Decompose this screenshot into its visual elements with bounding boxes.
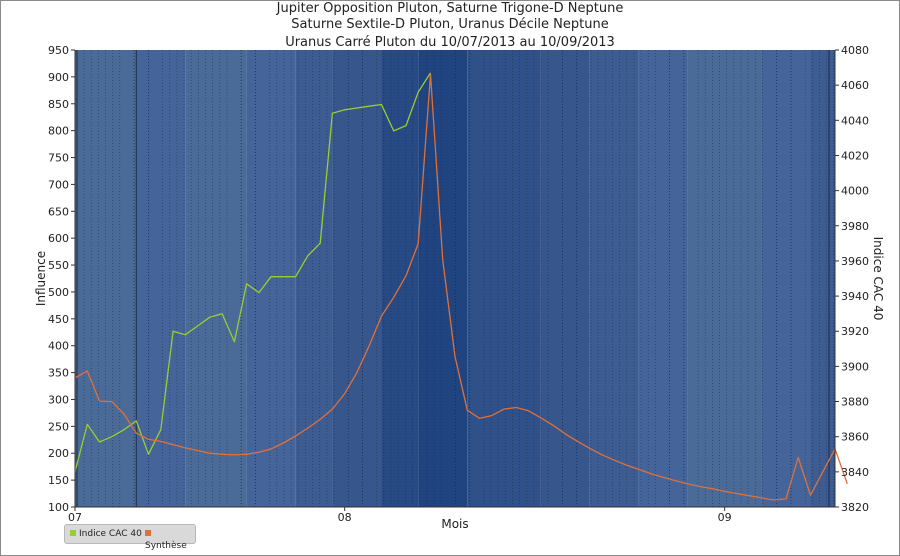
- chart-title-line-3: Uranus Carré Pluton du 10/07/2013 au 10/…: [285, 35, 615, 50]
- y-left-tick-label: 300: [48, 393, 69, 406]
- series-layer: [74, 72, 848, 501]
- y-right-tick-label: 4040: [841, 114, 869, 127]
- y-left-tick-label: 500: [48, 286, 69, 299]
- background-band: [638, 50, 688, 507]
- background-band: [332, 50, 382, 507]
- y-left-tick-label: 850: [48, 98, 69, 111]
- background-band: [295, 50, 333, 507]
- x-tick-label: 08: [338, 511, 352, 524]
- chart-title-line-1: Jupiter Opposition Pluton, Saturne Trigo…: [276, 1, 624, 16]
- legend-label-cac: Indice CAC 40: [79, 529, 142, 539]
- background-band: [136, 50, 186, 507]
- legend-item-synthese: Synthèse: [145, 528, 195, 551]
- y-right-tick-label: 3960: [841, 255, 869, 268]
- y-right-tick-label: 3980: [841, 220, 869, 233]
- y-left-tick-label: 750: [48, 152, 69, 165]
- background-band: [246, 50, 296, 507]
- y-left-tick-label: 800: [48, 125, 69, 138]
- y-left-tick-label: 900: [48, 71, 69, 84]
- legend: Indice CAC 40 Synthèse: [64, 524, 196, 551]
- legend-swatch-synthese: [145, 529, 151, 536]
- x-tick-label: 07: [68, 511, 82, 524]
- background-band: [589, 50, 639, 507]
- y-left-tick-label: 250: [48, 420, 69, 433]
- y-left-tick-label: 400: [48, 340, 69, 353]
- x-axis-label: Mois: [441, 517, 468, 531]
- y-left-tick-label: 200: [48, 447, 69, 460]
- y-left-tick-label: 950: [48, 44, 69, 57]
- y-right-tick-label: 3820: [841, 501, 869, 514]
- y-right-tick-label: 3880: [841, 396, 869, 409]
- y-left-tick-label: 450: [48, 313, 69, 326]
- y-axis-left-label: Influence: [34, 251, 48, 306]
- background-band: [185, 50, 247, 507]
- legend-label-synthese: Synthèse: [145, 541, 187, 551]
- axis-layer: 100 150 200 250 300 350 400 450 500 550 600 650 700 7…: [34, 44, 885, 531]
- y-right-tick-label: 3940: [841, 290, 869, 303]
- y-right-tick-label: 4020: [841, 149, 869, 162]
- legend-item-cac: Indice CAC 40: [70, 528, 142, 540]
- y-right-tick-label: 3900: [841, 360, 869, 373]
- y-right-tick-label: 4060: [841, 79, 869, 92]
- y-right-tick-label: 3840: [841, 466, 869, 479]
- y-left-tick-label: 150: [48, 474, 69, 487]
- series-line-synthese: [74, 73, 848, 501]
- y-right-tick-label: 3920: [841, 325, 869, 338]
- background-band: [810, 50, 835, 507]
- y-axis-right-label: Indice CAC 40: [871, 237, 885, 321]
- chart-title-line-2: Saturne Sextile-D Pluton, Uranus Décile …: [291, 17, 609, 32]
- y-right-tick-label: 4000: [841, 185, 869, 198]
- y-left-tick-label: 100: [48, 501, 69, 514]
- background-band: [687, 50, 762, 507]
- plot-background: [75, 50, 835, 507]
- y-left-tick-label: 550: [48, 259, 69, 272]
- background-band: [761, 50, 811, 507]
- y-left-tick-label: 600: [48, 232, 69, 245]
- y-left-tick-label: 650: [48, 205, 69, 218]
- background-band: [540, 50, 590, 507]
- background-band: [418, 50, 468, 507]
- y-left-tick-label: 700: [48, 178, 69, 191]
- background-band: [467, 50, 541, 507]
- legend-swatch-cac: [70, 529, 76, 536]
- y-right-tick-label: 3860: [841, 431, 869, 444]
- y-right-tick-label: 4080: [841, 44, 869, 57]
- x-tick-label: 09: [718, 511, 732, 524]
- series-line-cac40: [74, 72, 432, 472]
- background-band: [381, 50, 419, 507]
- y-left-tick-label: 350: [48, 367, 69, 380]
